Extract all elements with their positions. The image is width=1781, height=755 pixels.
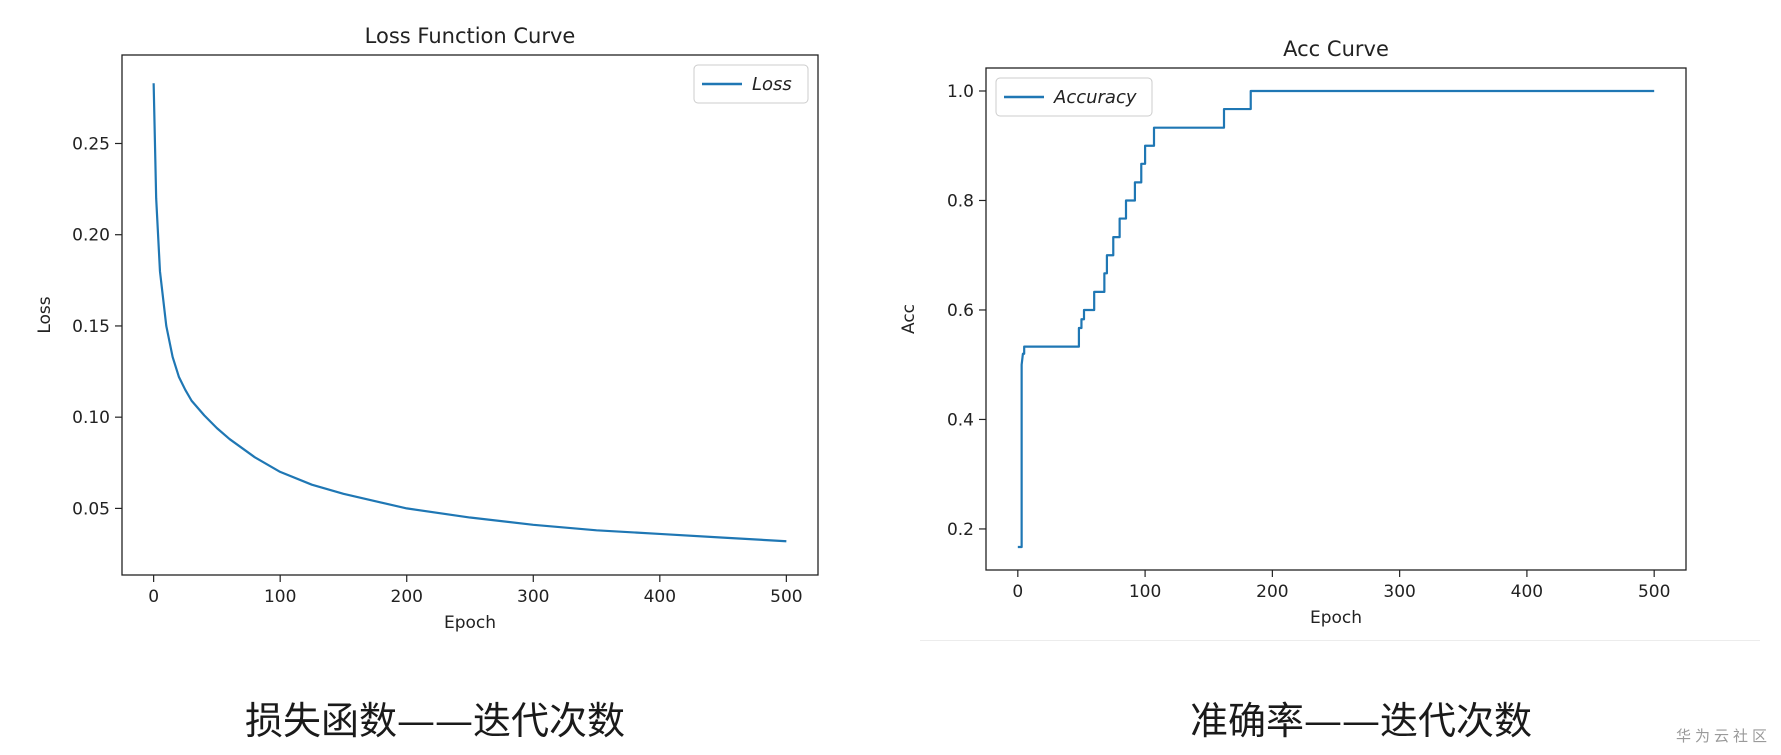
legend-label: Loss bbox=[752, 74, 792, 95]
legend: Accuracy bbox=[995, 77, 1153, 117]
axes-frame bbox=[985, 67, 1687, 571]
y-tick-label: 0.15 bbox=[72, 317, 110, 337]
x-tick-label: 500 bbox=[770, 587, 802, 607]
x-tick-label: 100 bbox=[264, 587, 296, 607]
x-axis-label: Epoch bbox=[1310, 608, 1362, 628]
y-tick-label: 0.10 bbox=[72, 408, 110, 428]
y-tick-label: 0.8 bbox=[947, 191, 974, 211]
y-tick-label: 0.2 bbox=[947, 520, 974, 540]
x-tick-label: 500 bbox=[1638, 582, 1670, 602]
y-tick-label: 1.0 bbox=[947, 82, 974, 102]
series-line-loss bbox=[152, 83, 787, 543]
x-tick-label: 200 bbox=[391, 587, 423, 607]
x-tick-label: 0 bbox=[148, 587, 159, 607]
x-tick-label: 400 bbox=[644, 587, 676, 607]
axes-frame bbox=[121, 54, 819, 576]
y-tick-label: 0.25 bbox=[72, 134, 110, 154]
x-tick-label: 200 bbox=[1256, 582, 1288, 602]
series-line-accuracy bbox=[1017, 89, 1655, 549]
legend-box bbox=[693, 64, 809, 104]
legend-label: Accuracy bbox=[1053, 87, 1137, 108]
y-tick-label: 0.20 bbox=[72, 226, 110, 246]
accuracy-chart: Acc Curve 0 100 200 300 400 500 0.2 0.4 0.6 0.8 1.0… bbox=[899, 37, 1687, 628]
caption-loss: 损失函数——迭代次数 bbox=[245, 699, 626, 743]
y-axis-label: Loss bbox=[35, 296, 55, 333]
x-tick-label: 0 bbox=[1012, 582, 1023, 602]
legend: Loss bbox=[693, 64, 809, 104]
loss-chart: Loss Function Curve 0 100 200 300 400 500 0.05 0… bbox=[35, 24, 819, 633]
legend-box bbox=[995, 77, 1153, 117]
y-axis-label: Acc bbox=[899, 304, 919, 334]
x-tick-label: 300 bbox=[1383, 582, 1415, 602]
caption-accuracy: 准确率——迭代次数 bbox=[1190, 699, 1533, 743]
x-tick-label: 100 bbox=[1129, 582, 1161, 602]
divider bbox=[920, 640, 1760, 641]
x-tick-label: 300 bbox=[517, 587, 549, 607]
y-tick-label: 0.6 bbox=[947, 301, 974, 321]
y-tick-label: 0.4 bbox=[947, 410, 974, 430]
chart-title: Loss Function Curve bbox=[365, 24, 576, 48]
chart-title: Acc Curve bbox=[1283, 37, 1389, 61]
watermark: 华为云社区 bbox=[1675, 727, 1771, 745]
x-axis-label: Epoch bbox=[444, 613, 496, 633]
y-tick-label: 0.05 bbox=[72, 499, 110, 519]
x-tick-label: 400 bbox=[1511, 582, 1543, 602]
